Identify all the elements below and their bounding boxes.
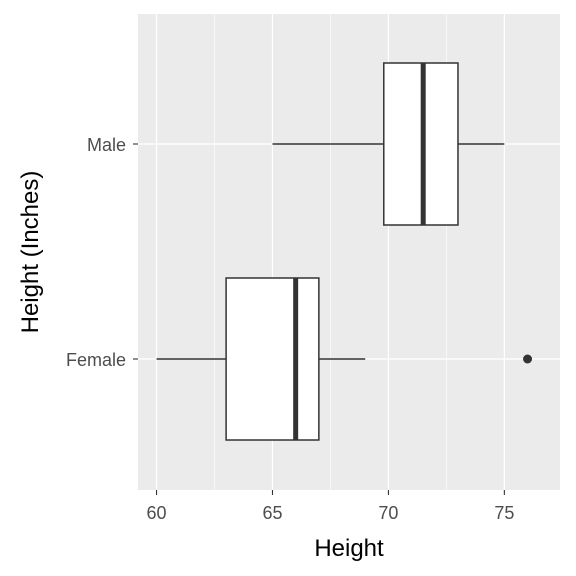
y-tick-label: Male [87, 135, 126, 155]
x-axis-title: Height [314, 535, 384, 562]
x-axis: 60 65 70 75 [147, 490, 514, 523]
outlier-point [523, 354, 533, 364]
iqr-box [225, 277, 320, 441]
y-axis-title: Height (Inches) [17, 171, 44, 334]
x-tick-label: 75 [494, 503, 514, 523]
y-tick-label: Female [66, 350, 126, 370]
plot-panel [138, 14, 560, 490]
x-tick-label: 70 [378, 503, 398, 523]
box-male [272, 62, 505, 226]
y-axis: Female Male [66, 135, 138, 370]
x-tick-label: 60 [147, 503, 167, 523]
x-tick-label: 65 [262, 503, 282, 523]
boxes [156, 62, 533, 441]
box-female [156, 277, 533, 441]
